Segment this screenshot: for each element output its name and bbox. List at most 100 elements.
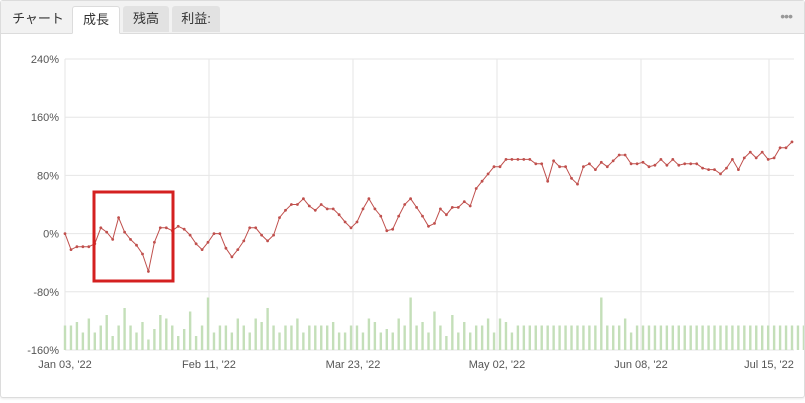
- data-point: [355, 220, 359, 224]
- volume-bar: [647, 325, 651, 350]
- volume-bar: [534, 325, 537, 350]
- volume-bar: [87, 318, 91, 350]
- data-point: [695, 162, 699, 166]
- y-axis-labels: 240% 160% 80% 0% -80% -160%: [27, 54, 59, 357]
- data-point: [766, 158, 770, 161]
- x-tick-label: Mar 23, '22: [326, 359, 381, 371]
- data-point: [343, 220, 347, 224]
- data-point: [105, 230, 109, 234]
- volume-bar: [331, 322, 335, 350]
- data-point: [701, 166, 704, 170]
- volume-bar: [790, 325, 794, 350]
- volume-bar: [486, 318, 490, 350]
- volume-bar: [683, 325, 686, 350]
- data-point: [772, 156, 776, 160]
- data-point: [504, 158, 508, 161]
- data-point: [176, 224, 180, 228]
- tab-growth[interactable]: 成長: [72, 6, 120, 34]
- volume-bar: [540, 325, 543, 350]
- volume-bar: [373, 322, 377, 350]
- tab-balance[interactable]: 残高: [123, 6, 169, 32]
- data-point: [421, 214, 424, 218]
- data-point: [254, 226, 258, 230]
- volume-bar: [701, 325, 704, 350]
- volume-bar: [629, 332, 633, 350]
- data-point: [212, 232, 216, 236]
- data-point: [462, 200, 466, 204]
- volume-bar: [278, 332, 281, 350]
- y-tick-label: -80%: [33, 287, 59, 299]
- data-point: [707, 168, 710, 172]
- volume-bar: [719, 325, 722, 350]
- data-point: [433, 222, 436, 225]
- x-tick-label: Feb 11, '22: [182, 359, 236, 371]
- data-point: [599, 160, 603, 164]
- data-point: [307, 204, 311, 208]
- volume-bar: [206, 297, 210, 350]
- data-point: [748, 150, 752, 154]
- data-point: [468, 204, 472, 208]
- data-point: [564, 165, 567, 169]
- data-point: [492, 165, 496, 169]
- data-point: [129, 238, 132, 241]
- volume-bar: [75, 322, 79, 350]
- tab-profit[interactable]: 利益:: [172, 6, 220, 32]
- data-point: [683, 162, 687, 166]
- data-point: [629, 162, 633, 166]
- data-point: [266, 239, 269, 243]
- y-tick-label: 160%: [31, 112, 59, 124]
- volume-bar: [707, 325, 710, 350]
- volume-bar: [445, 336, 448, 350]
- volume-bar: [612, 325, 615, 350]
- data-point: [290, 203, 293, 206]
- volume-bar: [266, 308, 269, 350]
- y-tick-label: 80%: [37, 170, 59, 182]
- x-tick-label: Jan 03, '22: [38, 359, 91, 371]
- volume-bar: [766, 325, 770, 350]
- data-point: [742, 156, 746, 160]
- volume-bar: [81, 332, 85, 350]
- data-point: [349, 226, 353, 230]
- volume-bar: [713, 325, 716, 350]
- volume-bar: [153, 329, 156, 350]
- volume-bar: [105, 315, 108, 350]
- volume-bar: [433, 311, 436, 350]
- volume-bar: [761, 325, 764, 350]
- highlight-box: [92, 190, 175, 283]
- tab-chart[interactable]: チャート: [12, 11, 64, 26]
- data-point: [713, 168, 716, 172]
- volume-bar: [427, 332, 430, 350]
- volume-bar: [778, 325, 782, 350]
- volume-bar: [689, 325, 692, 350]
- volume-bar: [200, 325, 204, 350]
- volume-bar: [141, 322, 144, 350]
- volume-bar: [69, 325, 73, 350]
- volume-bar: [796, 325, 800, 350]
- data-point: [99, 226, 103, 230]
- volume-bar: [236, 318, 240, 350]
- data-point: [81, 245, 85, 249]
- data-point: [319, 203, 323, 206]
- volume-bar: [242, 325, 245, 350]
- volume-bar: [546, 325, 549, 350]
- data-point: [415, 206, 418, 209]
- volume-bar: [403, 325, 406, 350]
- data-point: [248, 226, 252, 230]
- data-point: [182, 227, 186, 231]
- data-point: [576, 182, 579, 186]
- volume-bar: [510, 332, 514, 350]
- volume-bar: [731, 325, 734, 350]
- data-point: [671, 158, 675, 161]
- volume-bar: [248, 332, 251, 350]
- x-tick-label: Jun 08, '22: [614, 359, 667, 371]
- volume-bar: [594, 325, 597, 350]
- more-icon[interactable]: •••: [780, 8, 793, 24]
- data-point: [635, 162, 639, 166]
- volume-bar: [659, 325, 663, 350]
- data-point: [570, 176, 573, 180]
- volume-bar: [165, 318, 168, 350]
- volume-bar: [665, 325, 669, 350]
- data-point: [153, 240, 156, 244]
- data-point: [427, 224, 430, 228]
